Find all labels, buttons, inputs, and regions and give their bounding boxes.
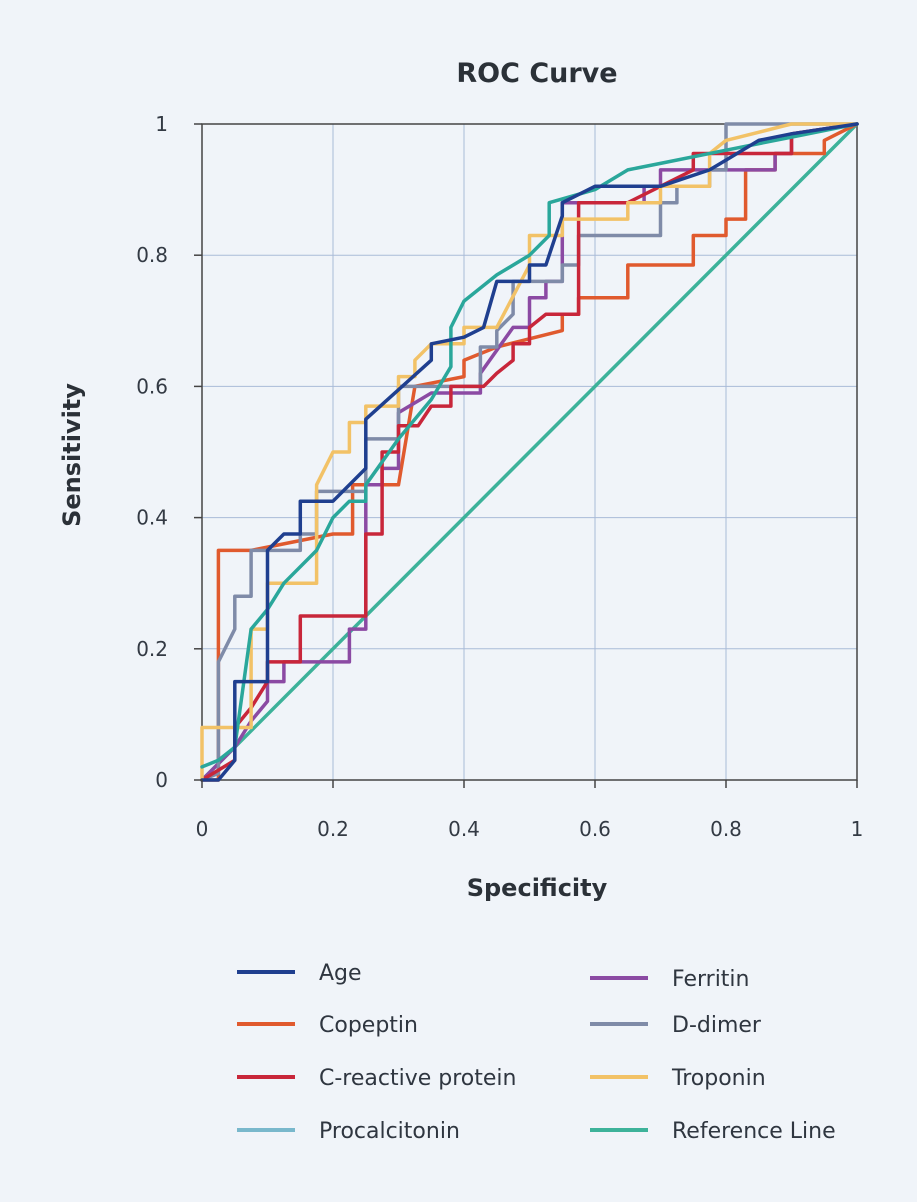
y-tick-label: 0 xyxy=(155,768,168,792)
series-line-d-dimer xyxy=(200,122,859,782)
y-tick-label: 0.2 xyxy=(136,637,168,661)
y-tick-label: 0.6 xyxy=(136,374,168,398)
legend: Age Copeptin C-reactive protein Procalciton… xyxy=(237,961,836,1144)
x-tick-label: 0.4 xyxy=(448,817,480,841)
x-tick-label: 0.8 xyxy=(710,817,742,841)
legend-label: Procalcitonin xyxy=(319,1119,460,1144)
legend-label: D-dimer xyxy=(672,1013,762,1038)
series-line-reference-line xyxy=(200,122,859,782)
legend-label: C-reactive protein xyxy=(319,1066,516,1091)
legend-label: Troponin xyxy=(671,1066,766,1091)
legend-label: Copeptin xyxy=(319,1013,418,1038)
series-line-c-reactive-protein xyxy=(200,122,859,782)
y-tick-label: 0.4 xyxy=(136,506,168,530)
y-tick-label: 1 xyxy=(155,112,168,136)
chart-title: ROC Curve xyxy=(456,58,617,89)
legend-label: Reference Line xyxy=(672,1119,836,1144)
tick-labels: 0 0.2 0.4 0.6 0.8 1 0 0.2 0.4 0.6 0.8 1 xyxy=(136,112,863,841)
y-tick-label: 0.8 xyxy=(136,243,168,267)
series-line-troponin xyxy=(200,122,859,782)
series-line-age xyxy=(200,122,859,782)
x-tick-label: 0 xyxy=(196,817,209,841)
plot-area xyxy=(201,123,858,781)
series-layer xyxy=(200,122,859,782)
legend-label: Ferritin xyxy=(672,967,749,992)
legend-label: Age xyxy=(319,961,362,986)
x-tick-label: 1 xyxy=(851,817,864,841)
y-axis-title: Sensitivity xyxy=(58,383,86,527)
x-tick-label: 0.6 xyxy=(579,817,611,841)
series-line-procalcitonin-smooth xyxy=(200,122,859,769)
x-tick-label: 0.2 xyxy=(317,817,349,841)
x-axis-title: Specificity xyxy=(467,874,608,902)
